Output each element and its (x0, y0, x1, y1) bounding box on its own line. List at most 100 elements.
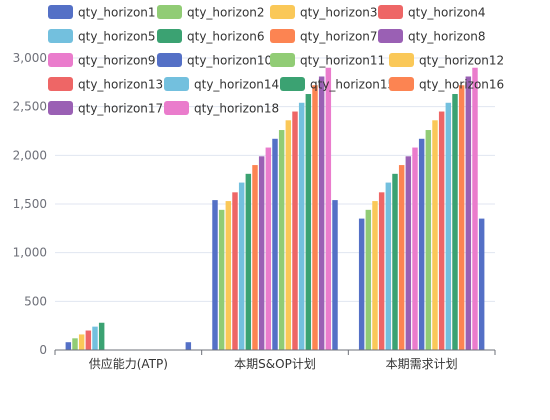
legend-swatch (48, 5, 73, 19)
legend-swatch (48, 101, 73, 115)
legend-label: qty_horizon13 (78, 78, 163, 92)
legend-item[interactable]: qty_horizon8 (378, 29, 486, 44)
bar[interactable] (185, 342, 192, 350)
bar[interactable] (225, 201, 232, 350)
legend[interactable]: qty_horizon1 qty_horizon2 qty_horizon3 qty_… (48, 5, 504, 116)
bar[interactable] (385, 182, 392, 350)
bars (65, 67, 485, 351)
bar[interactable] (98, 322, 105, 350)
bar[interactable] (278, 130, 285, 350)
bar[interactable] (265, 147, 272, 350)
bar[interactable] (358, 218, 365, 350)
legend-item[interactable]: qty_horizon18 (164, 101, 279, 116)
bar[interactable] (478, 218, 485, 350)
legend-swatch (270, 5, 295, 19)
legend-item[interactable]: qty_horizon3 (270, 5, 378, 20)
legend-swatch (378, 5, 403, 19)
bar[interactable] (325, 67, 332, 350)
bar[interactable] (258, 156, 265, 350)
legend-label: qty_horizon9 (78, 54, 156, 68)
x-category-label: 供应能力(ATP) (89, 356, 168, 371)
legend-item[interactable]: qty_horizon17 (48, 101, 163, 116)
bar[interactable] (372, 201, 378, 350)
bar[interactable] (232, 192, 238, 350)
legend-item[interactable]: qty_horizon7 (270, 29, 378, 44)
bar[interactable] (218, 209, 225, 350)
legend-swatch (280, 77, 305, 91)
y-tick-label: 2,500 (13, 100, 47, 114)
bar[interactable] (332, 200, 338, 350)
legend-item[interactable]: qty_horizon10 (157, 53, 272, 68)
bar[interactable] (412, 147, 418, 350)
bar[interactable] (305, 94, 312, 350)
legend-item[interactable]: qty_horizon13 (48, 77, 163, 92)
legend-item[interactable]: qty_horizon2 (157, 5, 265, 20)
bar[interactable] (92, 326, 98, 350)
bar[interactable] (398, 165, 405, 350)
bar[interactable] (65, 342, 72, 350)
bar[interactable] (432, 120, 438, 350)
bar[interactable] (378, 192, 385, 350)
legend-label: qty_horizon11 (300, 54, 385, 68)
bar[interactable] (272, 138, 278, 350)
bar[interactable] (445, 102, 452, 350)
bar[interactable] (252, 165, 258, 350)
bar[interactable] (78, 334, 85, 350)
bar[interactable] (425, 130, 432, 350)
bar[interactable] (405, 156, 412, 350)
bar[interactable] (292, 111, 298, 351)
legend-label: qty_horizon12 (419, 54, 504, 68)
bar[interactable] (365, 209, 372, 350)
legend-label: qty_horizon10 (187, 54, 272, 68)
legend-item[interactable]: qty_horizon9 (48, 53, 156, 68)
bar[interactable] (72, 338, 78, 350)
bar[interactable] (458, 85, 465, 351)
legend-swatch (157, 5, 182, 19)
bar[interactable] (465, 76, 472, 350)
bar[interactable] (392, 173, 398, 350)
legend-swatch (378, 29, 403, 43)
y-tick-label: 1,000 (13, 246, 47, 260)
y-tick-label: 500 (24, 294, 47, 308)
legend-label: qty_horizon7 (300, 30, 378, 44)
legend-label: qty_horizon6 (187, 30, 265, 44)
legend-swatch (48, 29, 73, 43)
legend-item[interactable]: qty_horizon4 (378, 5, 486, 20)
legend-item[interactable]: qty_horizon11 (270, 53, 385, 68)
legend-swatch (48, 53, 73, 67)
legend-swatch (157, 29, 182, 43)
y-tick-label: 0 (39, 343, 47, 357)
legend-label: qty_horizon5 (78, 30, 156, 44)
legend-swatch (157, 53, 182, 67)
legend-swatch (48, 77, 73, 91)
bar[interactable] (285, 120, 292, 350)
legend-label: qty_horizon15 (310, 78, 395, 92)
legend-swatch (164, 77, 189, 91)
legend-item[interactable]: qty_horizon15 (280, 77, 395, 92)
bar[interactable] (452, 94, 458, 350)
legend-label: qty_horizon17 (78, 102, 163, 116)
bar[interactable] (312, 85, 318, 351)
bar[interactable] (318, 76, 325, 350)
legend-item[interactable]: qty_horizon16 (389, 77, 504, 92)
legend-label: qty_horizon1 (78, 6, 156, 20)
legend-item[interactable]: qty_horizon1 (48, 5, 156, 20)
legend-item[interactable]: qty_horizon14 (164, 77, 279, 92)
bar[interactable] (418, 138, 425, 350)
legend-swatch (270, 53, 295, 67)
x-category-label: 本期S&OP计划 (234, 357, 316, 371)
bar[interactable] (85, 330, 92, 350)
bar[interactable] (238, 182, 245, 350)
bar[interactable] (438, 111, 445, 351)
bar[interactable] (298, 102, 305, 350)
bar[interactable] (472, 67, 478, 350)
legend-item[interactable]: qty_horizon5 (48, 29, 156, 44)
legend-swatch (389, 53, 414, 67)
bar[interactable] (212, 200, 218, 350)
legend-item[interactable]: qty_horizon12 (389, 53, 504, 68)
bar[interactable] (245, 173, 252, 350)
legend-label: qty_horizon16 (419, 78, 504, 92)
legend-item[interactable]: qty_horizon6 (157, 29, 265, 44)
